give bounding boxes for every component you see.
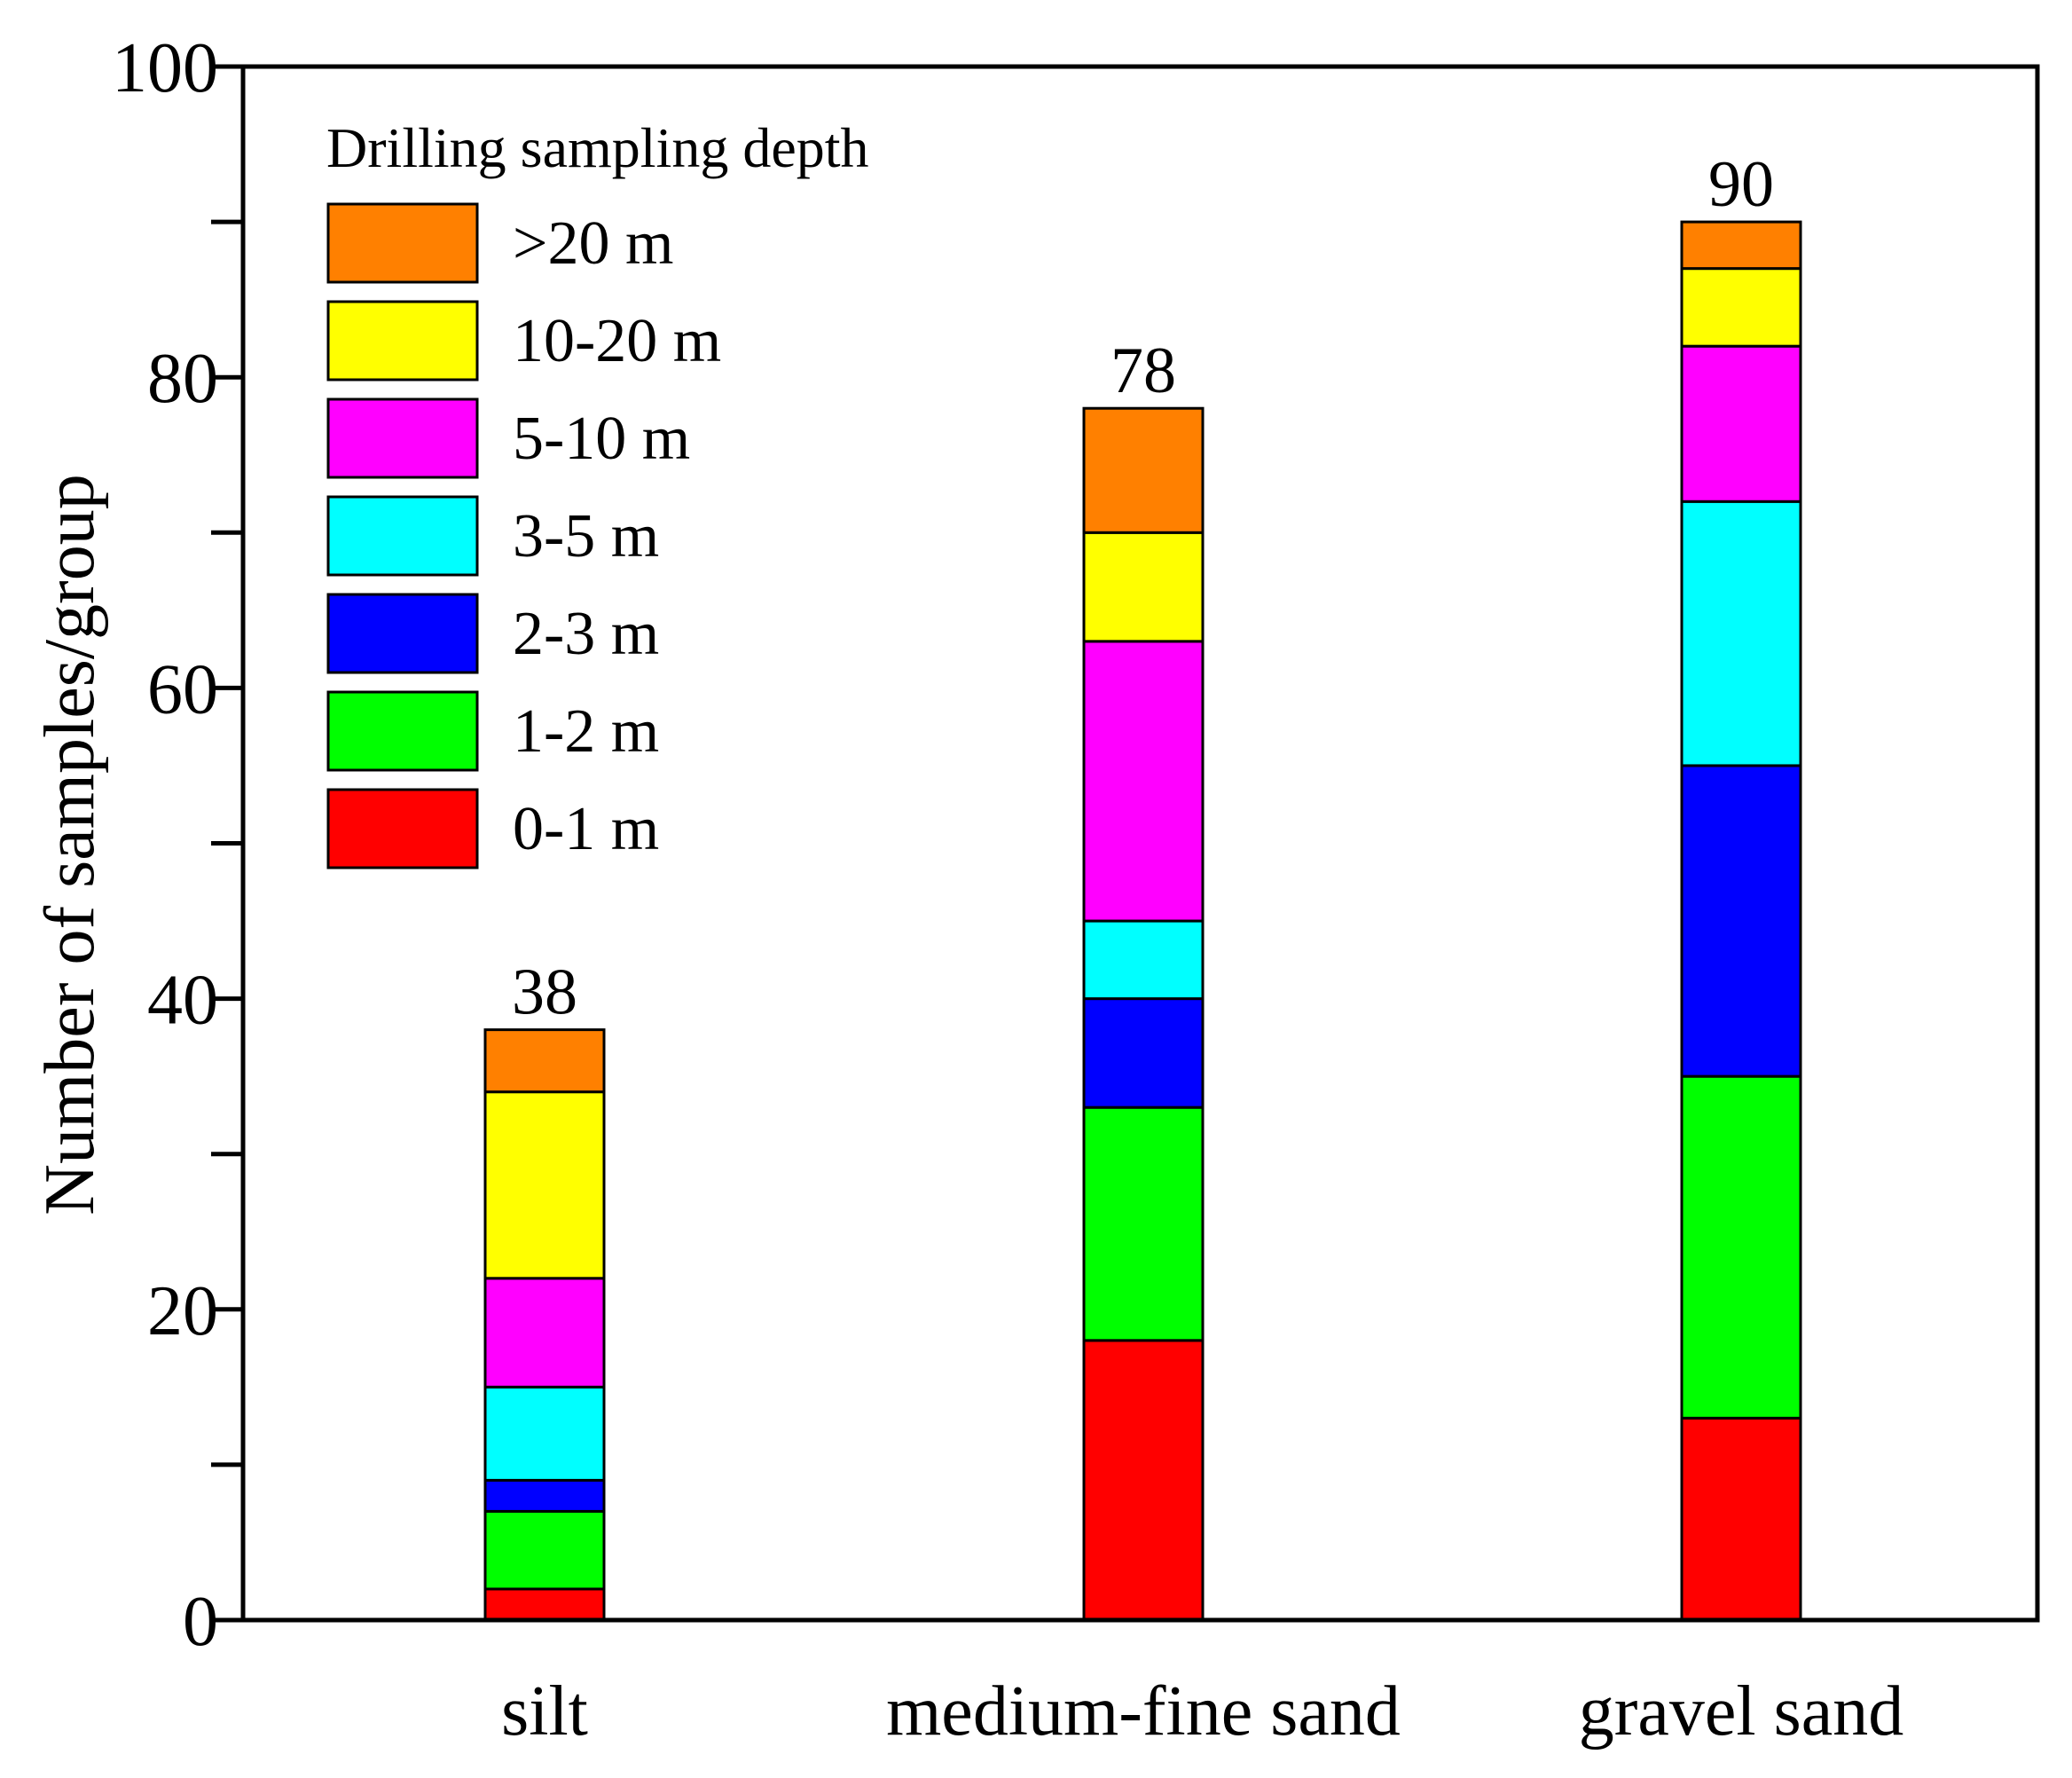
y-tick-label-0: 0 — [183, 1583, 218, 1661]
legend-swatch-5-10-m — [326, 397, 479, 479]
total-label-medium-fine-sand: 78 — [1111, 334, 1176, 407]
legend-swatch-0-1-m — [326, 788, 479, 869]
y-tick-label-40: 40 — [147, 962, 218, 1040]
bar-segment-silt-1-2-m — [483, 1509, 606, 1591]
y-tick-label-60: 60 — [147, 650, 218, 728]
x-tick-label-medium-fine-sand: medium-fine sand — [886, 1672, 1401, 1750]
bar-segment-gravel-sand-3-5-m — [1680, 500, 1802, 767]
bar-segment-gravel-sand-10-20-m — [1680, 267, 1802, 348]
legend-swatch-2-3-m — [326, 593, 479, 674]
legend-label-gt20-m: >20 m — [513, 209, 673, 278]
x-tick-label-gravel-sand: gravel sand — [1579, 1672, 1904, 1750]
legend-label-0-1-m: 0-1 m — [513, 795, 659, 863]
axes — [211, 64, 2040, 1623]
legend-label-3-5-m: 3-5 m — [513, 502, 659, 570]
plot-frame — [240, 64, 2040, 1623]
legend-label-5-10-m: 5-10 m — [513, 405, 690, 473]
x-tick-label-silt: silt — [501, 1672, 588, 1750]
bar-segment-gravel-sand-gt20-m — [1680, 220, 1802, 271]
bar-segment-medium-fine-sand-1-2-m — [1082, 1105, 1205, 1342]
bar-segment-silt-0-1-m — [483, 1587, 606, 1622]
bar-segment-gravel-sand-0-1-m — [1680, 1416, 1802, 1622]
legend-swatch-1-2-m — [326, 690, 479, 772]
bar-segment-silt-10-20-m — [483, 1090, 606, 1280]
bar-segment-silt-gt20-m — [483, 1028, 606, 1094]
legend-swatch-10-20-m — [326, 300, 479, 382]
total-label-silt: 38 — [512, 956, 577, 1029]
legend-label-10-20-m: 10-20 m — [513, 307, 721, 375]
y-tick-label-100: 100 — [112, 29, 218, 107]
bar-segment-medium-fine-sand-3-5-m — [1082, 919, 1205, 1001]
bar-segment-silt-3-5-m — [483, 1385, 606, 1482]
y-tick-label-20: 20 — [147, 1272, 218, 1350]
legend-swatch-3-5-m — [326, 495, 479, 577]
total-labels: 38 78 90 — [512, 148, 1774, 1029]
bar-segment-gravel-sand-1-2-m — [1680, 1074, 1802, 1420]
bars-layer — [483, 220, 1802, 1622]
legend: Drilling sampling depth >20 m 10-20 m 5-10… — [326, 116, 869, 869]
bar-segment-gravel-sand-5-10-m — [1680, 344, 1802, 503]
y-tick-label-80: 80 — [147, 340, 218, 418]
legend-label-2-3-m: 2-3 m — [513, 600, 659, 668]
bar-segment-silt-5-10-m — [483, 1277, 606, 1389]
legend-title: Drilling sampling depth — [326, 116, 869, 179]
bar-segment-silt-2-3-m — [483, 1478, 606, 1513]
y-tick-labels: 0 20 40 60 80 100 — [112, 29, 218, 1661]
bar-segment-medium-fine-sand-10-20-m — [1082, 531, 1205, 643]
bar-segment-medium-fine-sand-5-10-m — [1082, 640, 1205, 923]
bar-segment-medium-fine-sand-2-3-m — [1082, 997, 1205, 1109]
total-label-gravel-sand: 90 — [1708, 148, 1774, 221]
x-tick-labels: silt medium-fine sand gravel sand — [501, 1672, 1903, 1750]
legend-swatch-gt20-m — [326, 202, 479, 284]
y-axis-label: Number of samples/group — [31, 474, 109, 1215]
bar-segment-medium-fine-sand-gt20-m — [1082, 406, 1205, 534]
bar-segment-gravel-sand-2-3-m — [1680, 764, 1802, 1078]
bar-segment-medium-fine-sand-0-1-m — [1082, 1339, 1205, 1622]
legend-label-1-2-m: 1-2 m — [513, 697, 659, 766]
